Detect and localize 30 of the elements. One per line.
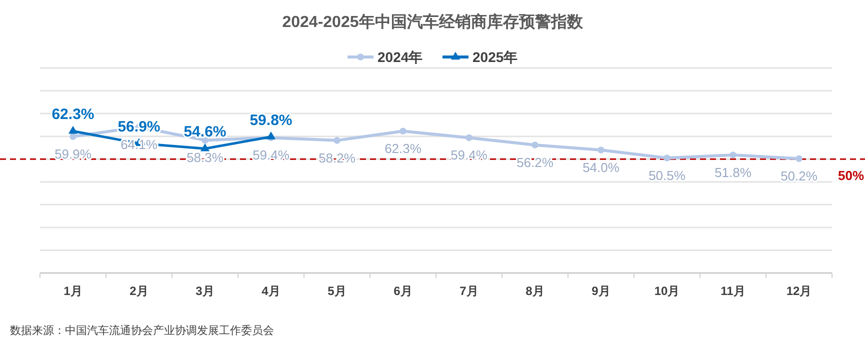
- source-note: 数据来源：中国汽车流通协会产业协调发展工作委员会: [10, 324, 274, 337]
- data-label: 58.3%: [186, 150, 224, 166]
- x-tick-label: 3月: [196, 284, 214, 298]
- legend-label: 2024年: [378, 49, 423, 65]
- data-label: 59.8%: [250, 112, 292, 129]
- x-tick-label: 4月: [262, 284, 280, 298]
- x-tick-label: 8月: [526, 284, 544, 298]
- x-tick-label: 12月: [786, 284, 812, 298]
- data-label: 50.2%: [780, 168, 818, 184]
- x-tick-label: 10月: [654, 284, 680, 298]
- data-label: 54.6%: [184, 124, 226, 141]
- chart-title: 2024-2025年中国汽车经销商库存预警指数: [282, 13, 584, 31]
- data-label: 59.4%: [252, 148, 290, 163]
- x-tick-label: 9月: [592, 284, 610, 298]
- data-label: 56.2%: [516, 154, 554, 170]
- data-label: 51.8%: [714, 165, 752, 180]
- data-label: 62.3%: [384, 141, 422, 156]
- x-tick-label: 5月: [328, 284, 346, 298]
- data-label: 62.3%: [52, 106, 94, 124]
- x-tick-label: 11月: [720, 284, 746, 298]
- x-tick-label: 6月: [394, 284, 412, 298]
- legend-label: 2025年: [472, 49, 518, 65]
- x-tick-label: 7月: [460, 284, 478, 298]
- x-tick-label: 1月: [64, 284, 82, 298]
- data-label: 50.5%: [648, 168, 686, 183]
- ref-line-label: 50%: [838, 168, 864, 184]
- data-label: 54.0%: [582, 160, 620, 175]
- x-tick-label: 2月: [130, 284, 148, 298]
- data-label: 56.9%: [118, 118, 160, 136]
- data-label: 59.9%: [54, 146, 92, 162]
